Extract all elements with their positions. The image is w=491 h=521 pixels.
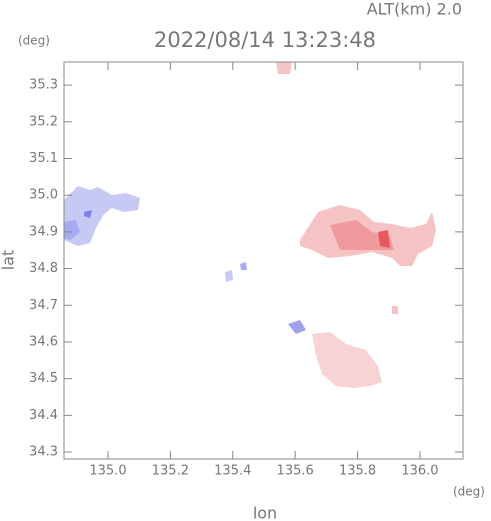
echo-red (276, 62, 292, 74)
echo-red (312, 332, 382, 388)
y-tick-label: 35.2 (29, 114, 58, 129)
y-tick-label: 34.3 (29, 445, 58, 460)
y-tick-label: 35.3 (29, 78, 58, 93)
y-tick-label: 34.7 (29, 298, 58, 313)
echo-blue (240, 262, 247, 270)
echo-red-core (330, 220, 394, 250)
y-tick-label: 35.1 (29, 151, 58, 166)
x-tick-label: 135.6 (277, 464, 314, 479)
y-tick-label: 34.6 (29, 334, 58, 349)
echo-blue-core (84, 210, 92, 218)
echo-blue (288, 320, 306, 334)
y-tick-label: 34.8 (29, 261, 58, 276)
altitude-label: ALT(km) 2.0 (367, 0, 462, 19)
x-tick-label: 135.8 (339, 464, 376, 479)
y-tick-label: 34.4 (29, 408, 58, 423)
echo-red (392, 306, 398, 314)
x-tick-label: 135.2 (152, 464, 189, 479)
x-tick-label: 135.4 (214, 464, 251, 479)
y-axis-label: lat (0, 250, 18, 271)
y-tick-label: 35.0 (29, 188, 58, 203)
y-tick-label: 34.5 (29, 371, 58, 386)
y-unit: (deg) (18, 34, 50, 48)
echo-areas (64, 62, 436, 388)
echo-blue (225, 270, 233, 282)
x-axis-label: lon (253, 504, 277, 521)
echo-blue (64, 186, 140, 246)
x-unit: (deg) (453, 485, 485, 499)
x-tick-label: 136.0 (401, 464, 438, 479)
y-tick-label: 34.9 (29, 224, 58, 239)
echo-blue-core (64, 220, 80, 240)
plot-frame (63, 61, 464, 460)
x-tick-label: 135.0 (89, 464, 126, 479)
chart-title: 2022/08/14 13:23:48 (154, 28, 376, 52)
echo-red-core (378, 230, 390, 248)
